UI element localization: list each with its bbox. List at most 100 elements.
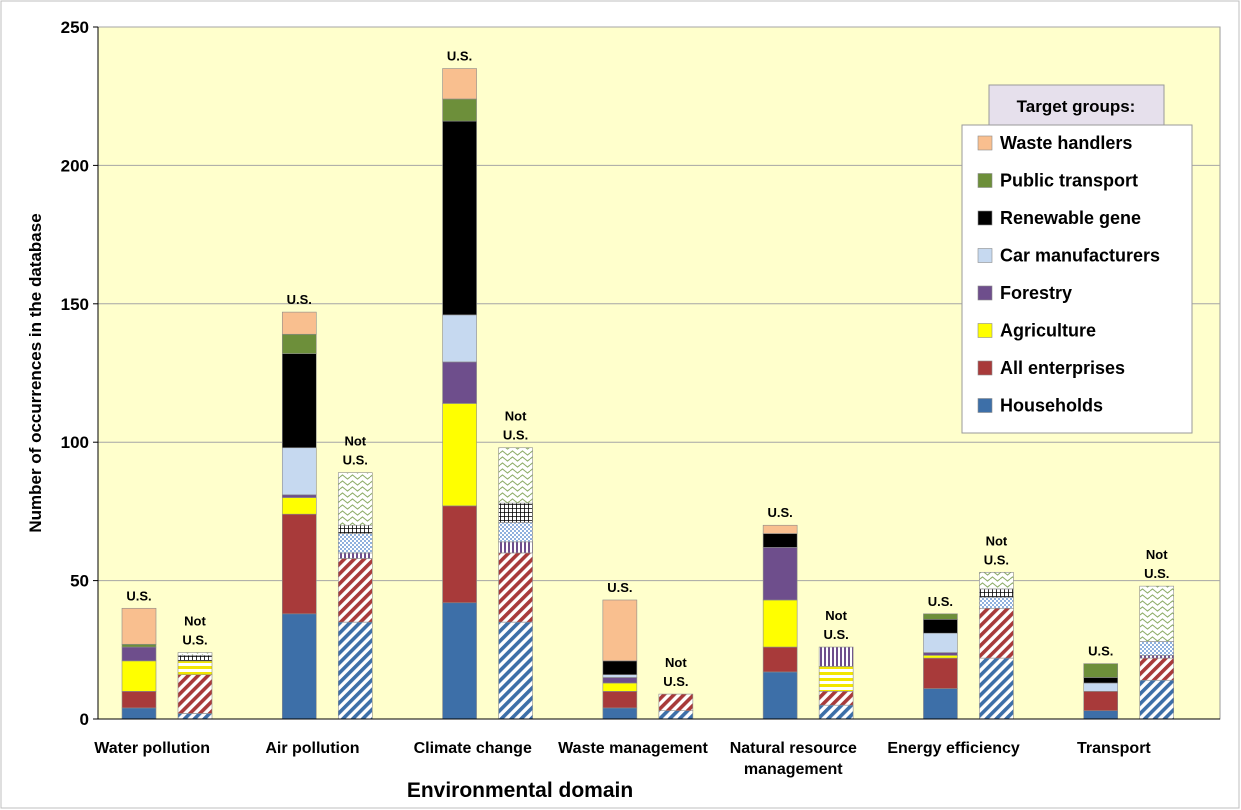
bar-label-waste-management-not-us: U.S.: [663, 674, 688, 689]
bar-segment-water-pollution-us-forestry: [121, 646, 157, 662]
bar-label-waste-management-us: U.S.: [607, 580, 632, 595]
legend-title-box: [988, 84, 1165, 126]
bar-label-natural-resource-management-us: U.S.: [767, 505, 792, 520]
bar-segment-energy-efficiency-us-households: [923, 688, 958, 720]
bar-segment-natural-resource-management-not-us-agriculture: [818, 666, 854, 692]
bar-label-air-pollution-us: U.S.: [287, 292, 312, 307]
bar-segment-water-pollution-not-us-households: [177, 713, 213, 720]
bar-label-energy-efficiency-not-us: U.S.: [984, 552, 1009, 567]
bar-label-water-pollution-not-us: Not: [184, 614, 206, 629]
bar-segment-climate-change-us-waste-handlers: [442, 68, 477, 100]
bar-segment-climate-change-us-car-manufacturers: [442, 314, 477, 363]
bar-segment-natural-resource-management-not-us-households: [818, 704, 854, 720]
x-axis-title: Environmental domain: [407, 779, 633, 802]
legend-title: Target groups:: [1017, 97, 1136, 116]
bar-segment-transport-not-us-car-manufacturers: [1139, 641, 1175, 656]
bar-labels: U.S. Not U.S. U.S. Not U.S. U.S. Not U.S. U.S. Not…: [126, 49, 1169, 690]
bar-label-waste-management-not-us: Not: [665, 655, 687, 670]
bar-segment-energy-efficiency-not-us-all-enterprises: [979, 607, 1014, 659]
x-tick-label-waste-management: Waste management: [558, 740, 708, 757]
bar-segment-energy-efficiency-not-us-other: [979, 571, 1014, 590]
bar-segment-climate-change-not-us-forestry: [498, 541, 533, 554]
bar-segment-energy-efficiency-not-us-households: [979, 657, 1014, 720]
bar-segment-transport-not-us-forestry: [1139, 655, 1175, 659]
bar-segment-transport-not-us-other: [1139, 585, 1175, 642]
legend-swatch-forestry: [977, 285, 993, 301]
x-tick-label-natural-resource-management: Natural resource: [730, 740, 857, 757]
bar-segment-natural-resource-management-us-households: [762, 671, 798, 720]
bar-segment-air-pollution-not-us-all-enterprises: [337, 558, 373, 623]
bar-segment-energy-efficiency-us-agriculture: [923, 655, 958, 659]
legend-box: [961, 124, 1193, 434]
y-tick-label: 100: [61, 433, 89, 452]
bar-segment-transport-us-public-transport: [1083, 663, 1119, 678]
legend-entry-car-manufacturers: Car manufacturers: [1000, 246, 1160, 266]
y-tick-label: 250: [61, 18, 89, 37]
bar-segment-waste-management-us-forestry: [602, 677, 638, 684]
bar-segment-air-pollution-not-us-forestry: [337, 552, 373, 559]
bar-segment-air-pollution-us-forestry: [281, 494, 317, 498]
legend-entry-public-transport: Public transport: [1000, 171, 1138, 191]
bar-segment-waste-management-us-renewable-gene: [602, 660, 638, 676]
bar-segment-water-pollution-not-us-renewable-gene: [177, 655, 213, 662]
x-tick-label-transport: Transport: [1077, 740, 1151, 757]
bar-label-air-pollution-not-us: Not: [344, 434, 366, 449]
bar-segment-climate-change-us-public-transport: [442, 98, 477, 122]
bar-segment-climate-change-us-agriculture: [442, 403, 477, 507]
x-axis-ticks: Water pollution Air pollution Climate chan…: [94, 740, 1151, 778]
y-tick-label: 0: [80, 710, 89, 729]
bar-segment-energy-efficiency-us-renewable-gene: [923, 619, 958, 634]
bar-segment-energy-efficiency-us-car-manufacturers: [923, 632, 958, 653]
bar-label-energy-efficiency-us: U.S.: [928, 594, 953, 609]
bar-label-air-pollution-not-us: U.S.: [343, 453, 368, 468]
x-tick-label-climate-change: Climate change: [414, 740, 532, 757]
legend-entry-forestry: Forestry: [1000, 283, 1072, 303]
bar-segment-air-pollution-us-waste-handlers: [281, 311, 317, 335]
legend: Target groups: Waste handlers Public tran…: [961, 84, 1193, 434]
bar-segment-transport-us-all-enterprises: [1083, 691, 1119, 711]
bar-segment-waste-management-not-us-households: [658, 710, 694, 720]
bar-segment-air-pollution-us-households: [281, 613, 317, 720]
bar-segment-energy-efficiency-us-forestry: [923, 652, 958, 656]
bar-label-transport-us: U.S.: [1088, 644, 1113, 659]
legend-entry-waste-handlers: Waste handlers: [1000, 133, 1132, 153]
bar-segment-natural-resource-management-us-all-enterprises: [762, 646, 798, 673]
bar-segment-natural-resource-management-us-waste-handlers: [762, 524, 798, 534]
bar-segment-air-pollution-not-us-households: [337, 621, 373, 720]
bar-label-natural-resource-management-not-us: U.S.: [823, 627, 848, 642]
bar-segment-climate-change-not-us-renewable-gene: [498, 502, 533, 523]
y-tick-label: 200: [61, 156, 89, 175]
bar-label-climate-change-not-us: Not: [505, 409, 527, 424]
bar-segment-air-pollution-us-public-transport: [281, 333, 317, 354]
bar-segment-climate-change-not-us-all-enterprises: [498, 552, 533, 623]
bar-segment-climate-change-us-all-enterprises: [442, 505, 477, 604]
bar-segment-transport-not-us-all-enterprises: [1139, 657, 1175, 681]
bar-segment-water-pollution-us-agriculture: [121, 660, 157, 692]
bar-segment-air-pollution-not-us-other: [337, 472, 373, 526]
bar-segment-waste-management-not-us-all-enterprises: [658, 693, 694, 711]
bar-segment-energy-efficiency-us-all-enterprises: [923, 657, 958, 689]
legend-swatch-all-enterprises: [977, 360, 993, 376]
bar-label-energy-efficiency-not-us: Not: [986, 533, 1008, 548]
bar-segment-water-pollution-us-all-enterprises: [121, 691, 157, 709]
y-axis-title: Number of occurrences in the database: [26, 213, 45, 532]
bar-segment-water-pollution-not-us-agriculture: [177, 660, 213, 676]
bar-segment-energy-efficiency-us-public-transport: [923, 613, 958, 620]
bar-segment-waste-management-us-car-manufacturers: [602, 674, 638, 678]
legend-swatch-public-transport: [977, 173, 993, 188]
x-tick-label-air-pollution: Air pollution: [265, 740, 359, 757]
bar-segment-natural-resource-management-us-forestry: [762, 547, 798, 601]
bar-segment-air-pollution-us-agriculture: [281, 497, 317, 515]
bar-segment-climate-change-us-households: [442, 602, 477, 720]
legend-entry-renewable-gene: Renewable gene: [1000, 208, 1141, 228]
bar-segment-climate-change-not-us-households: [498, 621, 533, 720]
bar-label-water-pollution-us: U.S.: [126, 588, 151, 603]
bar-segment-natural-resource-management-not-us-forestry: [818, 646, 854, 667]
legend-swatch-car-manufacturers: [977, 248, 993, 263]
bar-segment-transport-not-us-households: [1139, 679, 1175, 720]
legend-swatch-waste-handlers: [977, 135, 993, 151]
bar-segment-air-pollution-us-all-enterprises: [281, 513, 317, 615]
bar-segment-water-pollution-us-households: [121, 707, 157, 720]
bar-label-transport-not-us: U.S.: [1144, 566, 1169, 581]
bar-segment-air-pollution-not-us-car-manufacturers: [337, 533, 373, 554]
